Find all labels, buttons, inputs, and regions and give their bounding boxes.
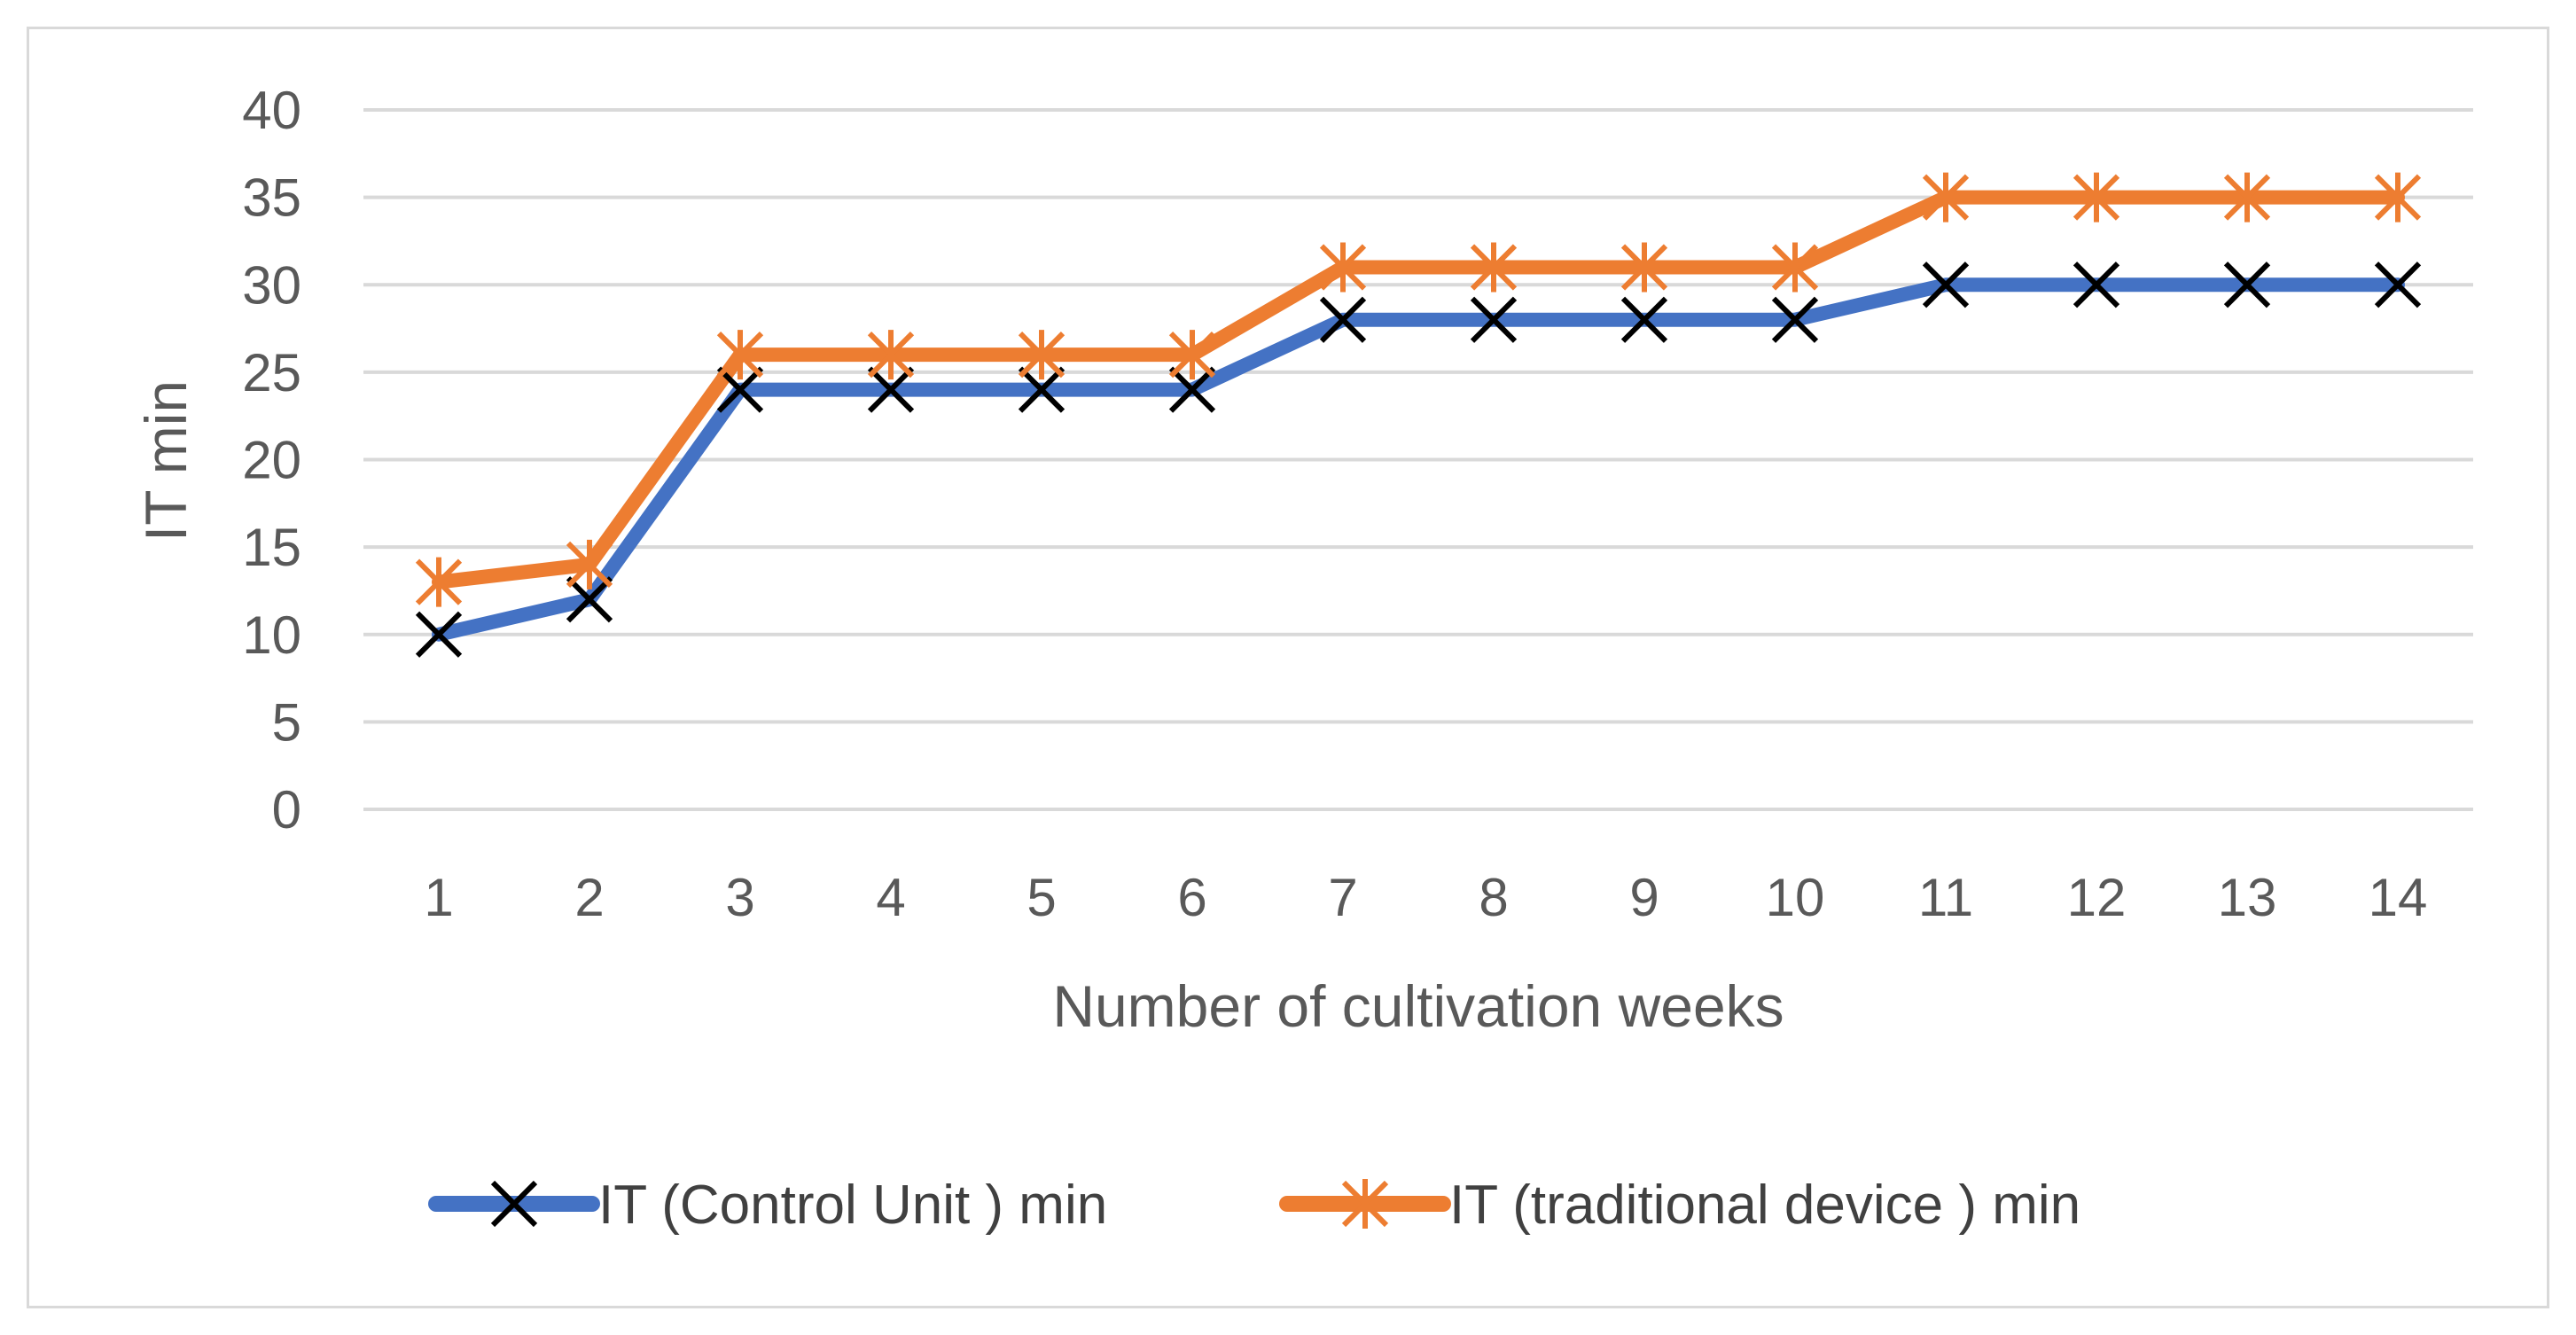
y-tick-label: 30	[242, 255, 301, 315]
legend-label-traditional: IT (traditional device ) min	[1449, 1175, 2080, 1236]
x-tick-label: 7	[1328, 868, 1357, 927]
x-tick-label: 2	[574, 868, 604, 927]
series-line-control	[432, 277, 2405, 642]
control-point	[1620, 296, 1668, 343]
control-point	[2073, 262, 2120, 308]
traditional-point	[2374, 172, 2422, 222]
x-axis-title: Number of cultivation weeks	[1052, 973, 1784, 1039]
traditional-point	[1771, 242, 1819, 293]
x-tick-label: 1	[424, 868, 453, 927]
x-tick-label: 14	[2369, 868, 2428, 927]
y-tick-label: 35	[242, 168, 301, 228]
x-tick-label: 9	[1629, 868, 1659, 927]
series-line-traditional	[432, 190, 2405, 589]
traditional-point	[867, 330, 915, 380]
x-tick-label: 4	[876, 868, 905, 927]
y-tick-label: 0	[272, 780, 301, 839]
control-point	[2374, 262, 2422, 308]
traditional-point	[1018, 330, 1066, 380]
x-tick-label: 13	[2218, 868, 2277, 927]
traditional-point	[2223, 172, 2271, 222]
y-axis-title: IT min	[133, 380, 199, 542]
control-point	[1922, 262, 1970, 308]
x-tick-label: 8	[1479, 868, 1508, 927]
series-markers	[415, 172, 2422, 658]
x-tick-label: 6	[1177, 868, 1206, 927]
control-point	[1771, 296, 1819, 343]
x-axis-ticks: 1 2 3 4 5 6 7 8 9 10 11 12 13 14	[424, 868, 2427, 927]
traditional-point	[1620, 242, 1668, 293]
traditional-point	[1168, 330, 1216, 380]
x-tick-label: 3	[725, 868, 754, 927]
y-tick-label: 10	[242, 605, 301, 665]
control-point	[867, 366, 915, 413]
y-tick-label: 5	[272, 692, 301, 752]
legend: IT (Control Unit ) min IT (traditional d…	[428, 1175, 2080, 1236]
y-tick-label: 25	[242, 343, 301, 402]
legend-label-control: IT (Control Unit ) min	[598, 1175, 1107, 1236]
legend-item-control: IT (Control Unit ) min	[428, 1175, 1107, 1236]
traditional-point	[1319, 242, 1367, 293]
control-point	[415, 611, 463, 658]
control-point	[2223, 262, 2271, 308]
traditional-point	[1922, 172, 1970, 222]
control-point	[1168, 366, 1216, 413]
gridlines	[363, 108, 2473, 811]
legend-item-traditional: IT (traditional device ) min	[1279, 1175, 2080, 1236]
control-point	[1319, 296, 1367, 343]
control-point	[1018, 366, 1066, 413]
traditional-point	[1470, 242, 1518, 293]
x-tick-label: 5	[1026, 868, 1056, 927]
x-tick-label: 12	[2067, 868, 2127, 927]
legend-x-marker	[490, 1180, 538, 1228]
traditional-point	[566, 539, 613, 589]
y-tick-label: 15	[242, 518, 301, 577]
control-point	[716, 366, 764, 413]
traditional-point	[716, 330, 764, 380]
x-tick-label: 11	[1918, 868, 1973, 927]
y-axis-ticks: 0 5 10 15 20 25 30 35 40	[242, 81, 301, 839]
control-point	[566, 576, 613, 623]
chart-frame	[27, 27, 2549, 1308]
y-tick-label: 20	[242, 431, 301, 490]
legend-marker-traditional	[1341, 1179, 1389, 1229]
traditional-point	[415, 557, 463, 607]
x-tick-label: 10	[1766, 868, 1825, 927]
y-tick-label: 40	[242, 81, 301, 140]
legend-star-marker	[1341, 1179, 1389, 1229]
control-point	[1470, 296, 1518, 343]
series-lines	[432, 190, 2405, 642]
legend-marker-control	[490, 1180, 538, 1228]
traditional-point	[2073, 172, 2120, 222]
